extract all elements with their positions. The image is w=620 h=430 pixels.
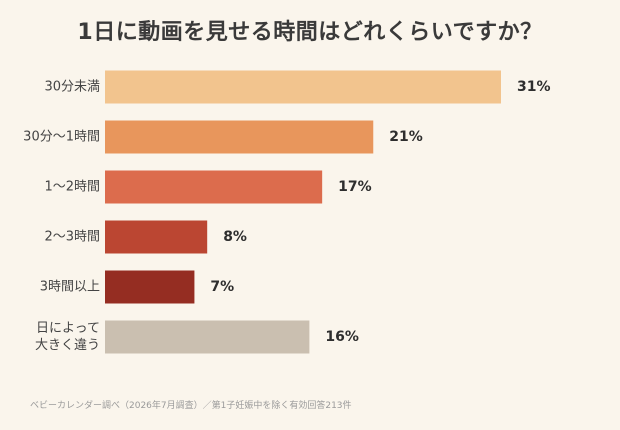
- bar-5: [105, 320, 310, 354]
- category-label-4: 3時間以上: [40, 280, 100, 295]
- bar-3: [105, 220, 208, 254]
- value-label-4: 7%: [210, 279, 234, 295]
- category-label-1: 30分〜1時間: [23, 130, 100, 145]
- value-label-2: 17%: [338, 179, 372, 195]
- bar-1: [105, 120, 374, 154]
- category-label-5-line-1: 大きく違う: [35, 338, 100, 353]
- bar-2: [105, 170, 323, 204]
- category-label-2: 1〜2時間: [44, 180, 100, 195]
- value-label-0: 31%: [517, 79, 551, 95]
- bar-0: [105, 70, 501, 104]
- chart-title: 1日に動画を見せる時間はどれくらいですか？: [77, 20, 543, 45]
- value-label-5: 16%: [325, 329, 359, 345]
- bar-4: [105, 270, 195, 304]
- category-label-5-line-0: 日によって: [36, 321, 100, 336]
- category-label-3: 2〜3時間: [44, 230, 100, 245]
- value-label-3: 8%: [223, 229, 247, 245]
- source-note: ベビーカレンダー調べ（2026年7月調査）／第1子妊娠中を除く有効回答213件: [30, 401, 352, 411]
- category-label-0: 30分未満: [44, 80, 100, 95]
- value-label-1: 21%: [389, 129, 423, 145]
